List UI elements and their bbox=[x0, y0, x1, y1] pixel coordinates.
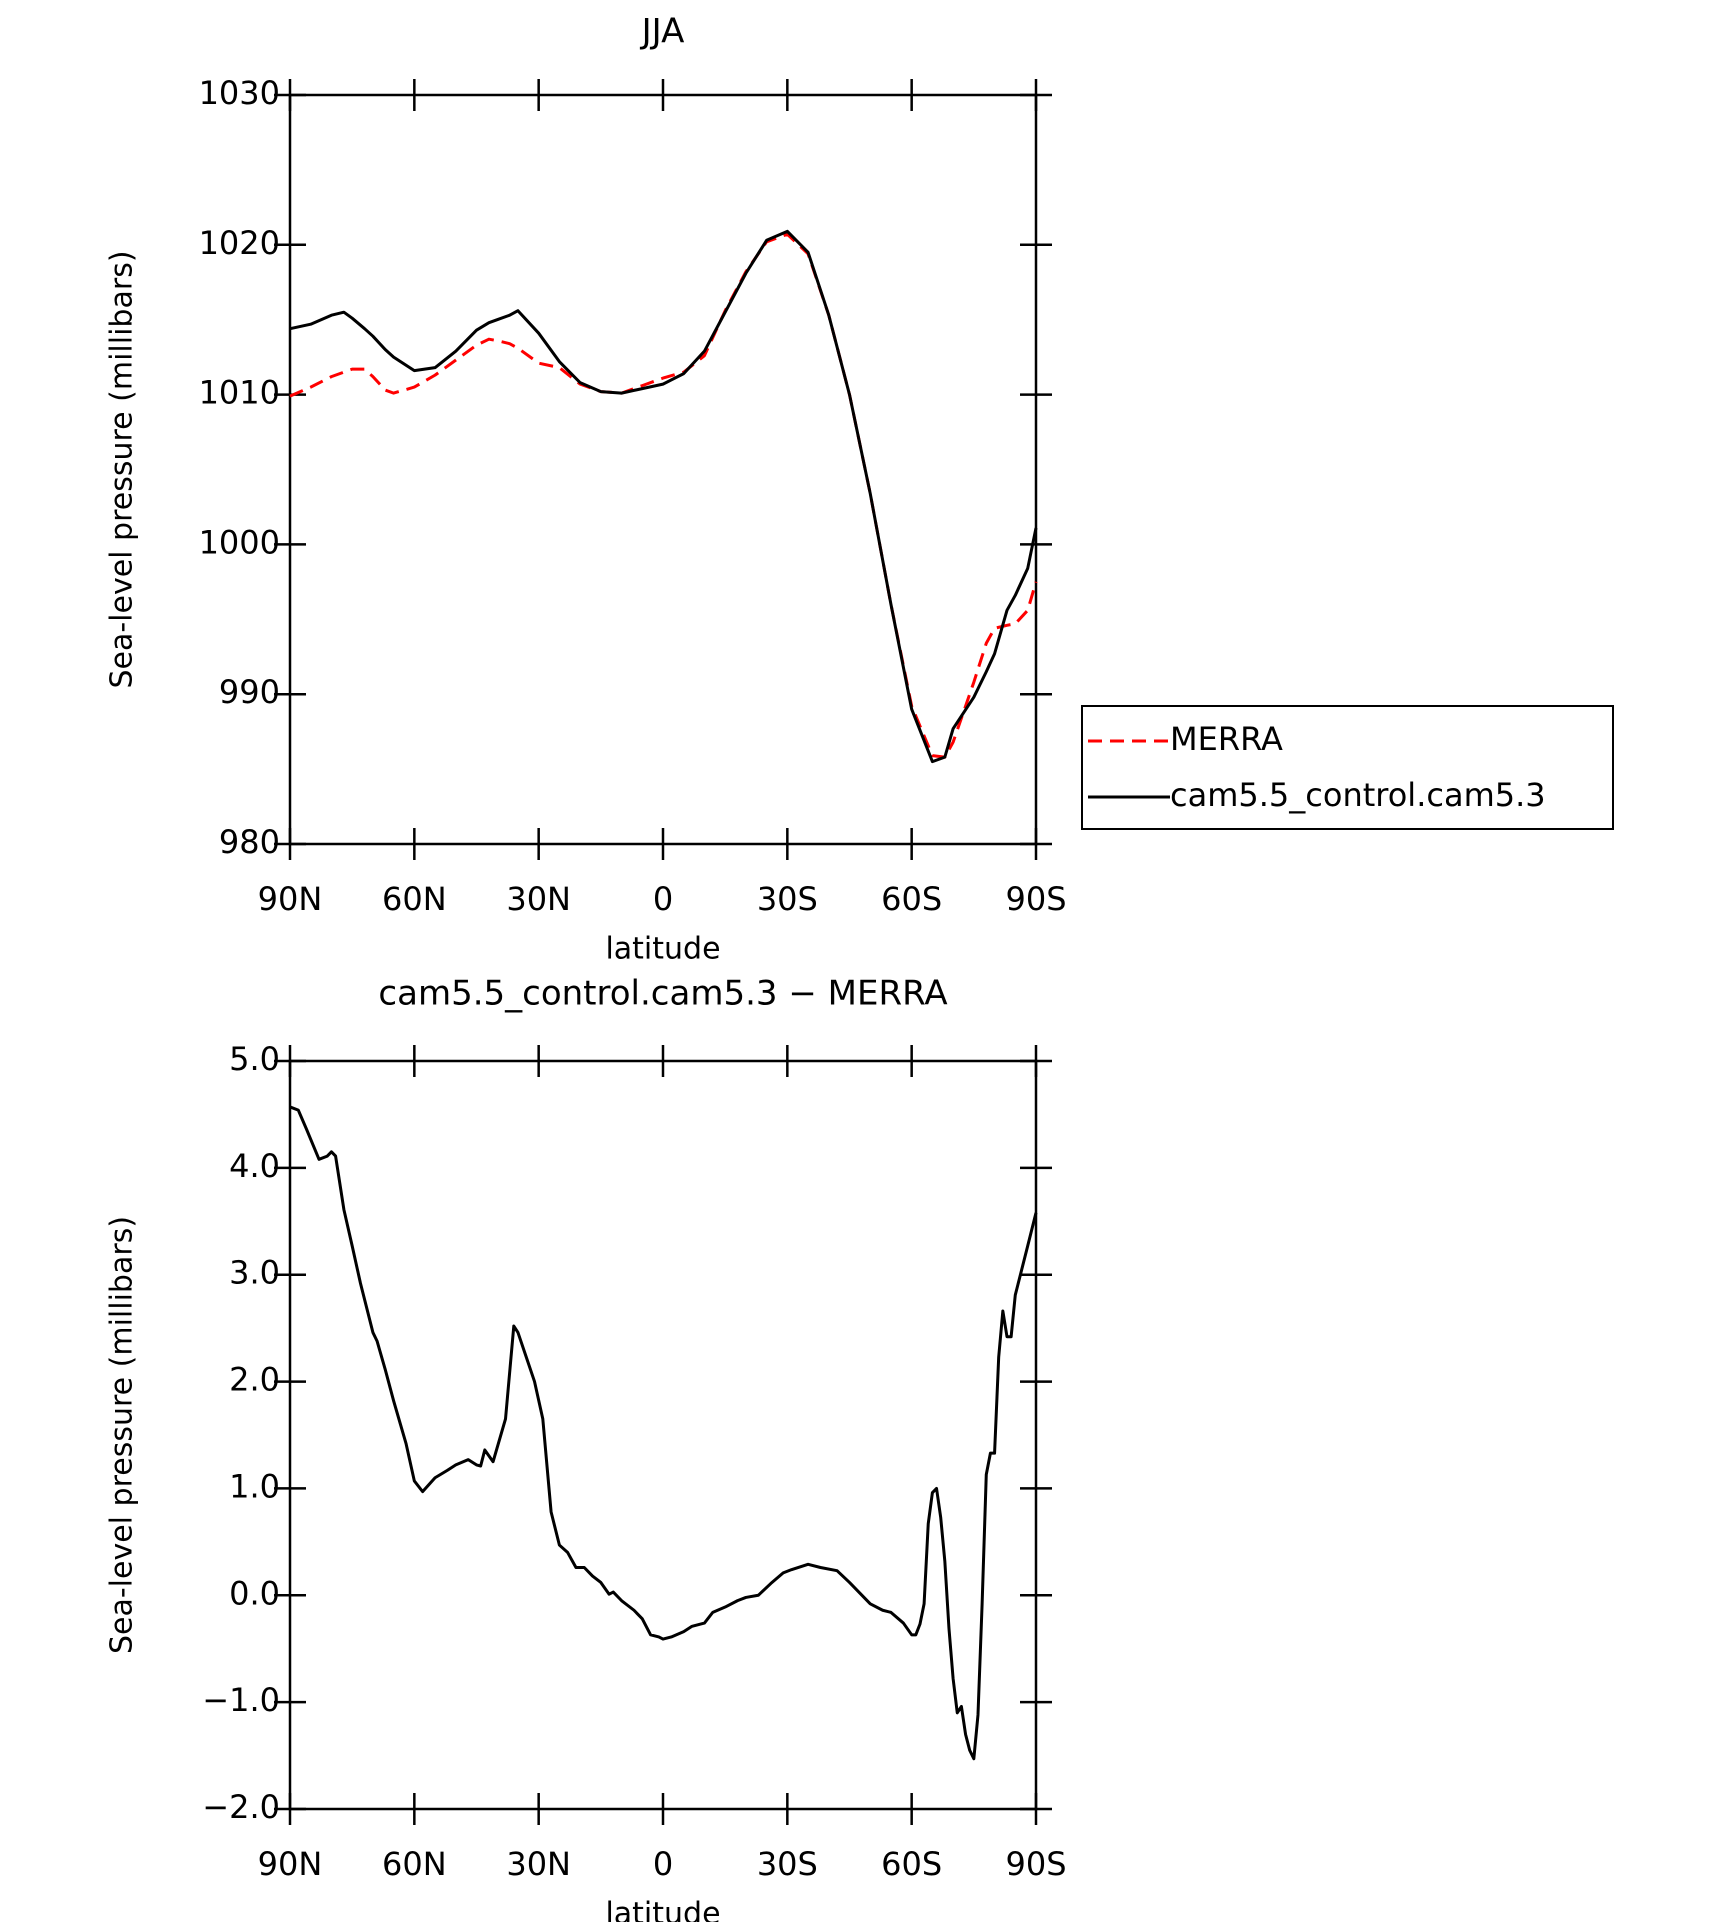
data-line bbox=[289, 229, 1038, 764]
x-tick-label: 30S bbox=[757, 880, 818, 918]
x-tick-label: 0 bbox=[653, 1845, 673, 1883]
x-tick-label: 30N bbox=[506, 1845, 571, 1883]
x-tick-label: 90S bbox=[1005, 1845, 1066, 1883]
y-tick-label: 980 bbox=[219, 823, 280, 861]
x-axis-label: latitude bbox=[605, 1897, 720, 1923]
y-tick-label: 1000 bbox=[199, 523, 280, 561]
x-tick-label: 60N bbox=[382, 1845, 447, 1883]
y-tick-label: 1020 bbox=[199, 224, 280, 262]
chart-title: JJA bbox=[640, 12, 685, 52]
x-tick-label: 60N bbox=[382, 880, 447, 918]
x-tick-label: 30N bbox=[506, 880, 571, 918]
data-line bbox=[289, 232, 1038, 759]
x-tick-label: 90N bbox=[258, 880, 323, 918]
y-tick-label: 1030 bbox=[199, 74, 280, 112]
y-tick-label: 4.0 bbox=[229, 1147, 280, 1185]
chart-title: cam5.5_control.cam5.3 − MERRA bbox=[378, 974, 947, 1014]
y-axis-label: Sea-level pressure (millibars) bbox=[105, 1216, 140, 1654]
y-tick-label: −1.0 bbox=[202, 1681, 280, 1719]
legend-box bbox=[1081, 705, 1614, 830]
x-tick-label: 60S bbox=[881, 1845, 942, 1883]
y-tick-label: 0.0 bbox=[229, 1574, 280, 1612]
x-tick-label: 60S bbox=[881, 880, 942, 918]
y-tick-label: 990 bbox=[219, 673, 280, 711]
y-tick-label: 2.0 bbox=[229, 1361, 280, 1399]
plot-frame bbox=[288, 1059, 1038, 1811]
legend-label: cam5.5_control.cam5.3 bbox=[1170, 776, 1546, 814]
x-tick-label: 0 bbox=[653, 880, 673, 918]
x-tick-label: 90N bbox=[258, 1845, 323, 1883]
plot-frame bbox=[288, 93, 1038, 846]
legend-label: MERRA bbox=[1170, 720, 1283, 758]
x-axis-label: latitude bbox=[605, 932, 720, 967]
x-tick-label: 90S bbox=[1005, 880, 1066, 918]
y-tick-label: 1010 bbox=[199, 374, 280, 412]
x-tick-label: 30S bbox=[757, 1845, 818, 1883]
y-tick-label: 1.0 bbox=[229, 1467, 280, 1505]
data-line bbox=[289, 1105, 1038, 1761]
y-tick-label: 3.0 bbox=[229, 1254, 280, 1292]
y-axis-label: Sea-level pressure (millibars) bbox=[105, 250, 140, 688]
y-tick-label: −2.0 bbox=[202, 1788, 280, 1826]
y-tick-label: 5.0 bbox=[229, 1040, 280, 1078]
